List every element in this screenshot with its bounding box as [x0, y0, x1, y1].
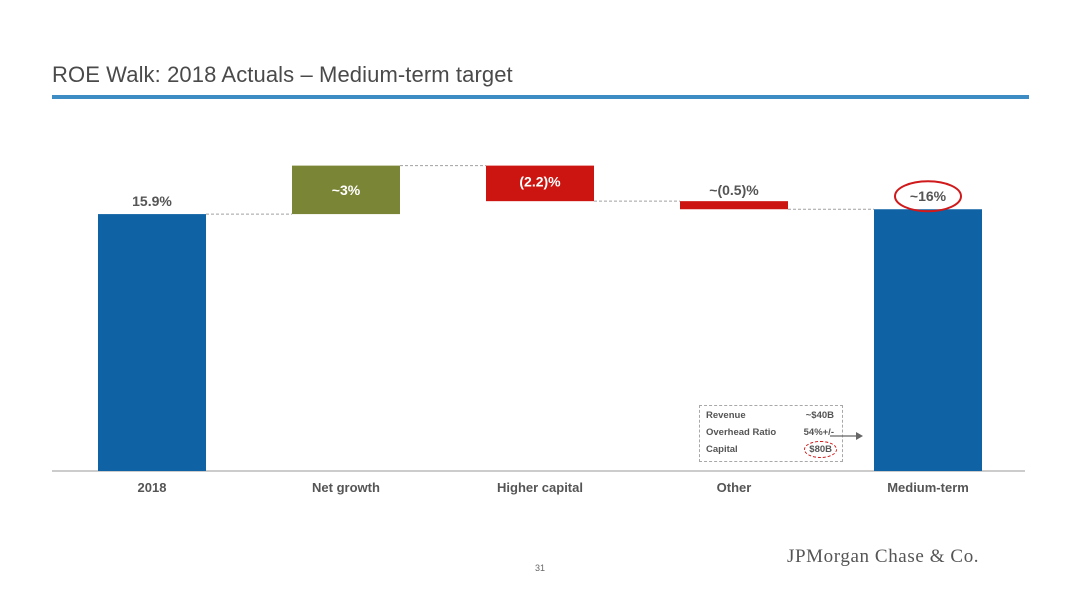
assumptions-callout: Revenue ~$40B Overhead Ratio 54%+/- Capi…: [699, 405, 843, 462]
callout-value: ~$40B: [805, 410, 834, 421]
slide-title: ROE Walk: 2018 Actuals – Medium-term tar…: [52, 62, 513, 87]
data-label: ~(0.5)%: [709, 182, 759, 198]
category-label: Higher capital: [497, 480, 583, 495]
data-label: ~3%: [332, 182, 361, 198]
category-label: 2018: [138, 480, 167, 495]
bar-higher-capital: [486, 165, 594, 202]
callout-row-overhead: Overhead Ratio 54%+/-: [706, 427, 834, 441]
bar-medium-term: [874, 209, 982, 471]
callout-row-capital: Capital $80B: [706, 441, 837, 458]
bar-net-growth: [292, 165, 400, 215]
callout-value: 54%+/-: [803, 427, 834, 438]
callout-value-highlighted: $80B: [804, 441, 837, 458]
arrow-right-icon: [830, 432, 863, 440]
highlight-ring: [894, 180, 962, 213]
title-rule: [52, 95, 1029, 99]
callout-key: Revenue: [706, 410, 746, 421]
data-label: 15.9%: [132, 193, 172, 209]
callout-row-revenue: Revenue ~$40B: [706, 410, 834, 424]
data-label: ~16%: [910, 188, 947, 204]
category-label: Other: [717, 480, 752, 495]
data-label: (2.2)%: [519, 174, 561, 190]
category-label: Net growth: [312, 480, 380, 495]
callout-key: Capital: [706, 444, 738, 455]
page-number: 31: [534, 563, 545, 573]
category-label: Medium-term: [887, 480, 969, 495]
bar-2018: [98, 214, 206, 471]
company-logo: JPMorgan Chase & Co.: [787, 546, 980, 567]
callout-key: Overhead Ratio: [706, 427, 777, 438]
bar-other: [680, 201, 788, 210]
